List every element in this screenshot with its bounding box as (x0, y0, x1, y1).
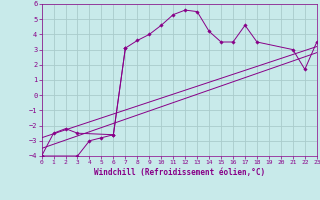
X-axis label: Windchill (Refroidissement éolien,°C): Windchill (Refroidissement éolien,°C) (94, 168, 265, 177)
